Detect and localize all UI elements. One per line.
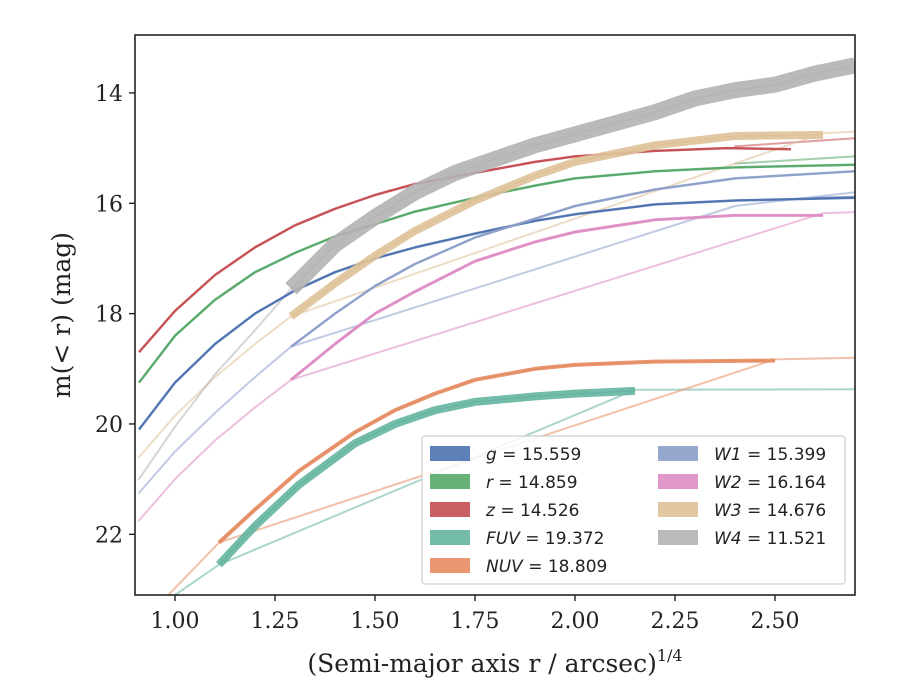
legend-label-w1: W1 = 15.399 bbox=[714, 445, 826, 465]
legend-entry-fuv: FUV = 19.372 bbox=[430, 529, 604, 549]
legend-label-w2: W2 = 16.164 bbox=[714, 473, 826, 493]
series-r-median-line bbox=[138, 164, 855, 383]
series-w3-extrapolation bbox=[138, 130, 855, 459]
series-g-band bbox=[138, 196, 855, 431]
plot-area-frame bbox=[134, 34, 856, 596]
series-w2-extrapolation bbox=[138, 211, 855, 522]
legend-label-w3: W3 = 14.676 bbox=[714, 501, 826, 521]
y-tick-label: 22 bbox=[95, 523, 123, 548]
series-w4-median-line bbox=[290, 64, 855, 290]
x-tick-label: 1.00 bbox=[151, 609, 200, 634]
series-w4-extrapolation bbox=[138, 287, 292, 481]
series-fuv-median-line bbox=[218, 390, 636, 566]
legend-label-g: g = 15.559 bbox=[486, 445, 581, 465]
y-tick-label: 20 bbox=[95, 413, 123, 438]
x-tick-label: 2.50 bbox=[751, 609, 800, 634]
legend-swatch-fuv bbox=[430, 530, 470, 545]
legend-entry-g: g = 15.559 bbox=[430, 445, 581, 465]
y-tick-label: 14 bbox=[95, 82, 123, 107]
series-w1-median-line bbox=[290, 170, 855, 348]
profile-band-layer bbox=[138, 57, 855, 568]
legend-entry-nuv: NUV = 18.809 bbox=[430, 557, 607, 577]
x-tick-label: 1.50 bbox=[351, 609, 400, 634]
legend-entry-z: z = 14.526 bbox=[430, 501, 579, 521]
legend-swatch-r bbox=[430, 474, 470, 489]
legend-label-r: r = 14.859 bbox=[486, 473, 578, 493]
legend: g = 15.559 r = 14.859 z = 14.526 FUV = 19.3… bbox=[421, 435, 846, 585]
x-tick-label: 2.00 bbox=[551, 609, 600, 634]
legend-entry-w3: W3 = 14.676 bbox=[658, 501, 826, 521]
legend-entry-r: r = 14.859 bbox=[430, 473, 578, 493]
y-axis-ticks: 14 16 18 20 22 bbox=[95, 82, 135, 548]
legend-entry-w4: W4 = 11.521 bbox=[658, 529, 826, 549]
legend-frame bbox=[421, 435, 846, 585]
legend-label-z: z = 14.526 bbox=[485, 501, 579, 521]
legend-swatch-w4 bbox=[658, 530, 698, 545]
x-tick-label: 1.75 bbox=[451, 609, 500, 634]
legend-swatch-w1 bbox=[658, 446, 698, 461]
legend-entry-w2: W2 = 16.164 bbox=[658, 473, 826, 493]
legend-swatch-nuv bbox=[430, 558, 470, 573]
legend-swatch-z bbox=[430, 502, 470, 517]
series-w2-median-line bbox=[290, 214, 823, 381]
legend-label-nuv: NUV = 18.809 bbox=[486, 557, 607, 577]
legend-label-w4: W4 = 11.521 bbox=[714, 529, 826, 549]
x-tick-label: 1.25 bbox=[251, 609, 300, 634]
y-axis-label: m(< r) (mag) bbox=[47, 232, 76, 398]
legend-swatch-w2 bbox=[658, 474, 698, 489]
legend-entry-w1: W1 = 15.399 bbox=[658, 445, 826, 465]
series-w1-extrapolation bbox=[138, 191, 855, 494]
series-nuv-median-line bbox=[218, 359, 776, 544]
series-w3-median-line bbox=[290, 134, 824, 317]
series-r-extrapolation bbox=[734, 155, 855, 165]
legend-swatch-w3 bbox=[658, 502, 698, 517]
y-tick-label: 18 bbox=[95, 303, 123, 328]
x-axis-label: (Semi-major axis r / arcsec)1/4 bbox=[307, 646, 682, 678]
legend-label-fuv: FUV = 19.372 bbox=[486, 529, 604, 549]
x-tick-label: 2.25 bbox=[651, 609, 700, 634]
y-tick-label: 16 bbox=[95, 192, 123, 217]
legend-swatch-g bbox=[430, 446, 470, 461]
x-axis-ticks: 1.00 1.25 1.50 1.75 2.00 2.25 2.50 bbox=[151, 595, 800, 634]
series-g-median-line bbox=[138, 197, 855, 430]
